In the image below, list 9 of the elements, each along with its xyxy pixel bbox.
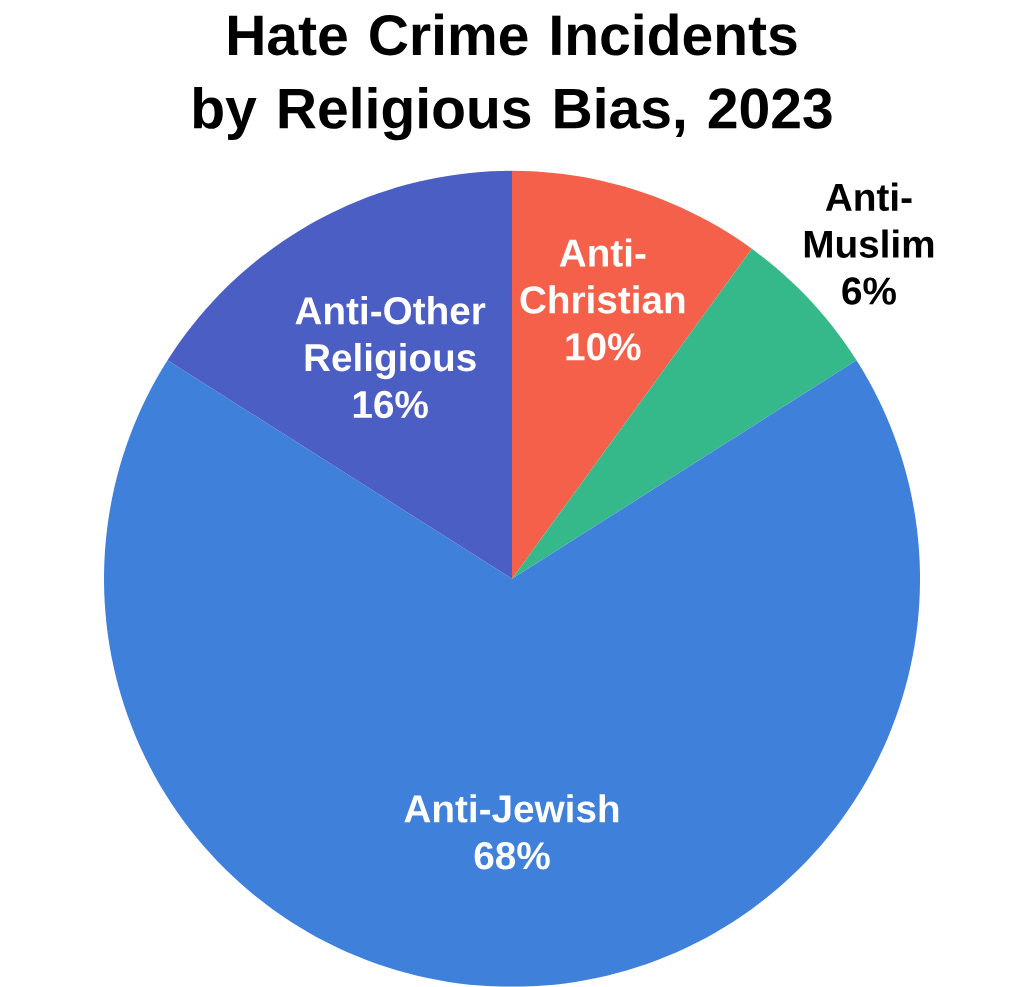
slice-label: Anti-Jewish [404, 794, 619, 823]
slice-label: Anti-Muslim [804, 182, 934, 258]
data-label: 10% [566, 333, 641, 361]
data-label: 16% [353, 390, 428, 419]
data-label: 68% [474, 842, 550, 870]
slice-label: Anti-Other Religious [295, 296, 486, 380]
data-label: 6% [842, 277, 896, 305]
slice-label: Anti-Christian [520, 238, 685, 314]
chart-title: Hate Crime Incidents by Religious Bias, 2023 [194, 13, 832, 141]
